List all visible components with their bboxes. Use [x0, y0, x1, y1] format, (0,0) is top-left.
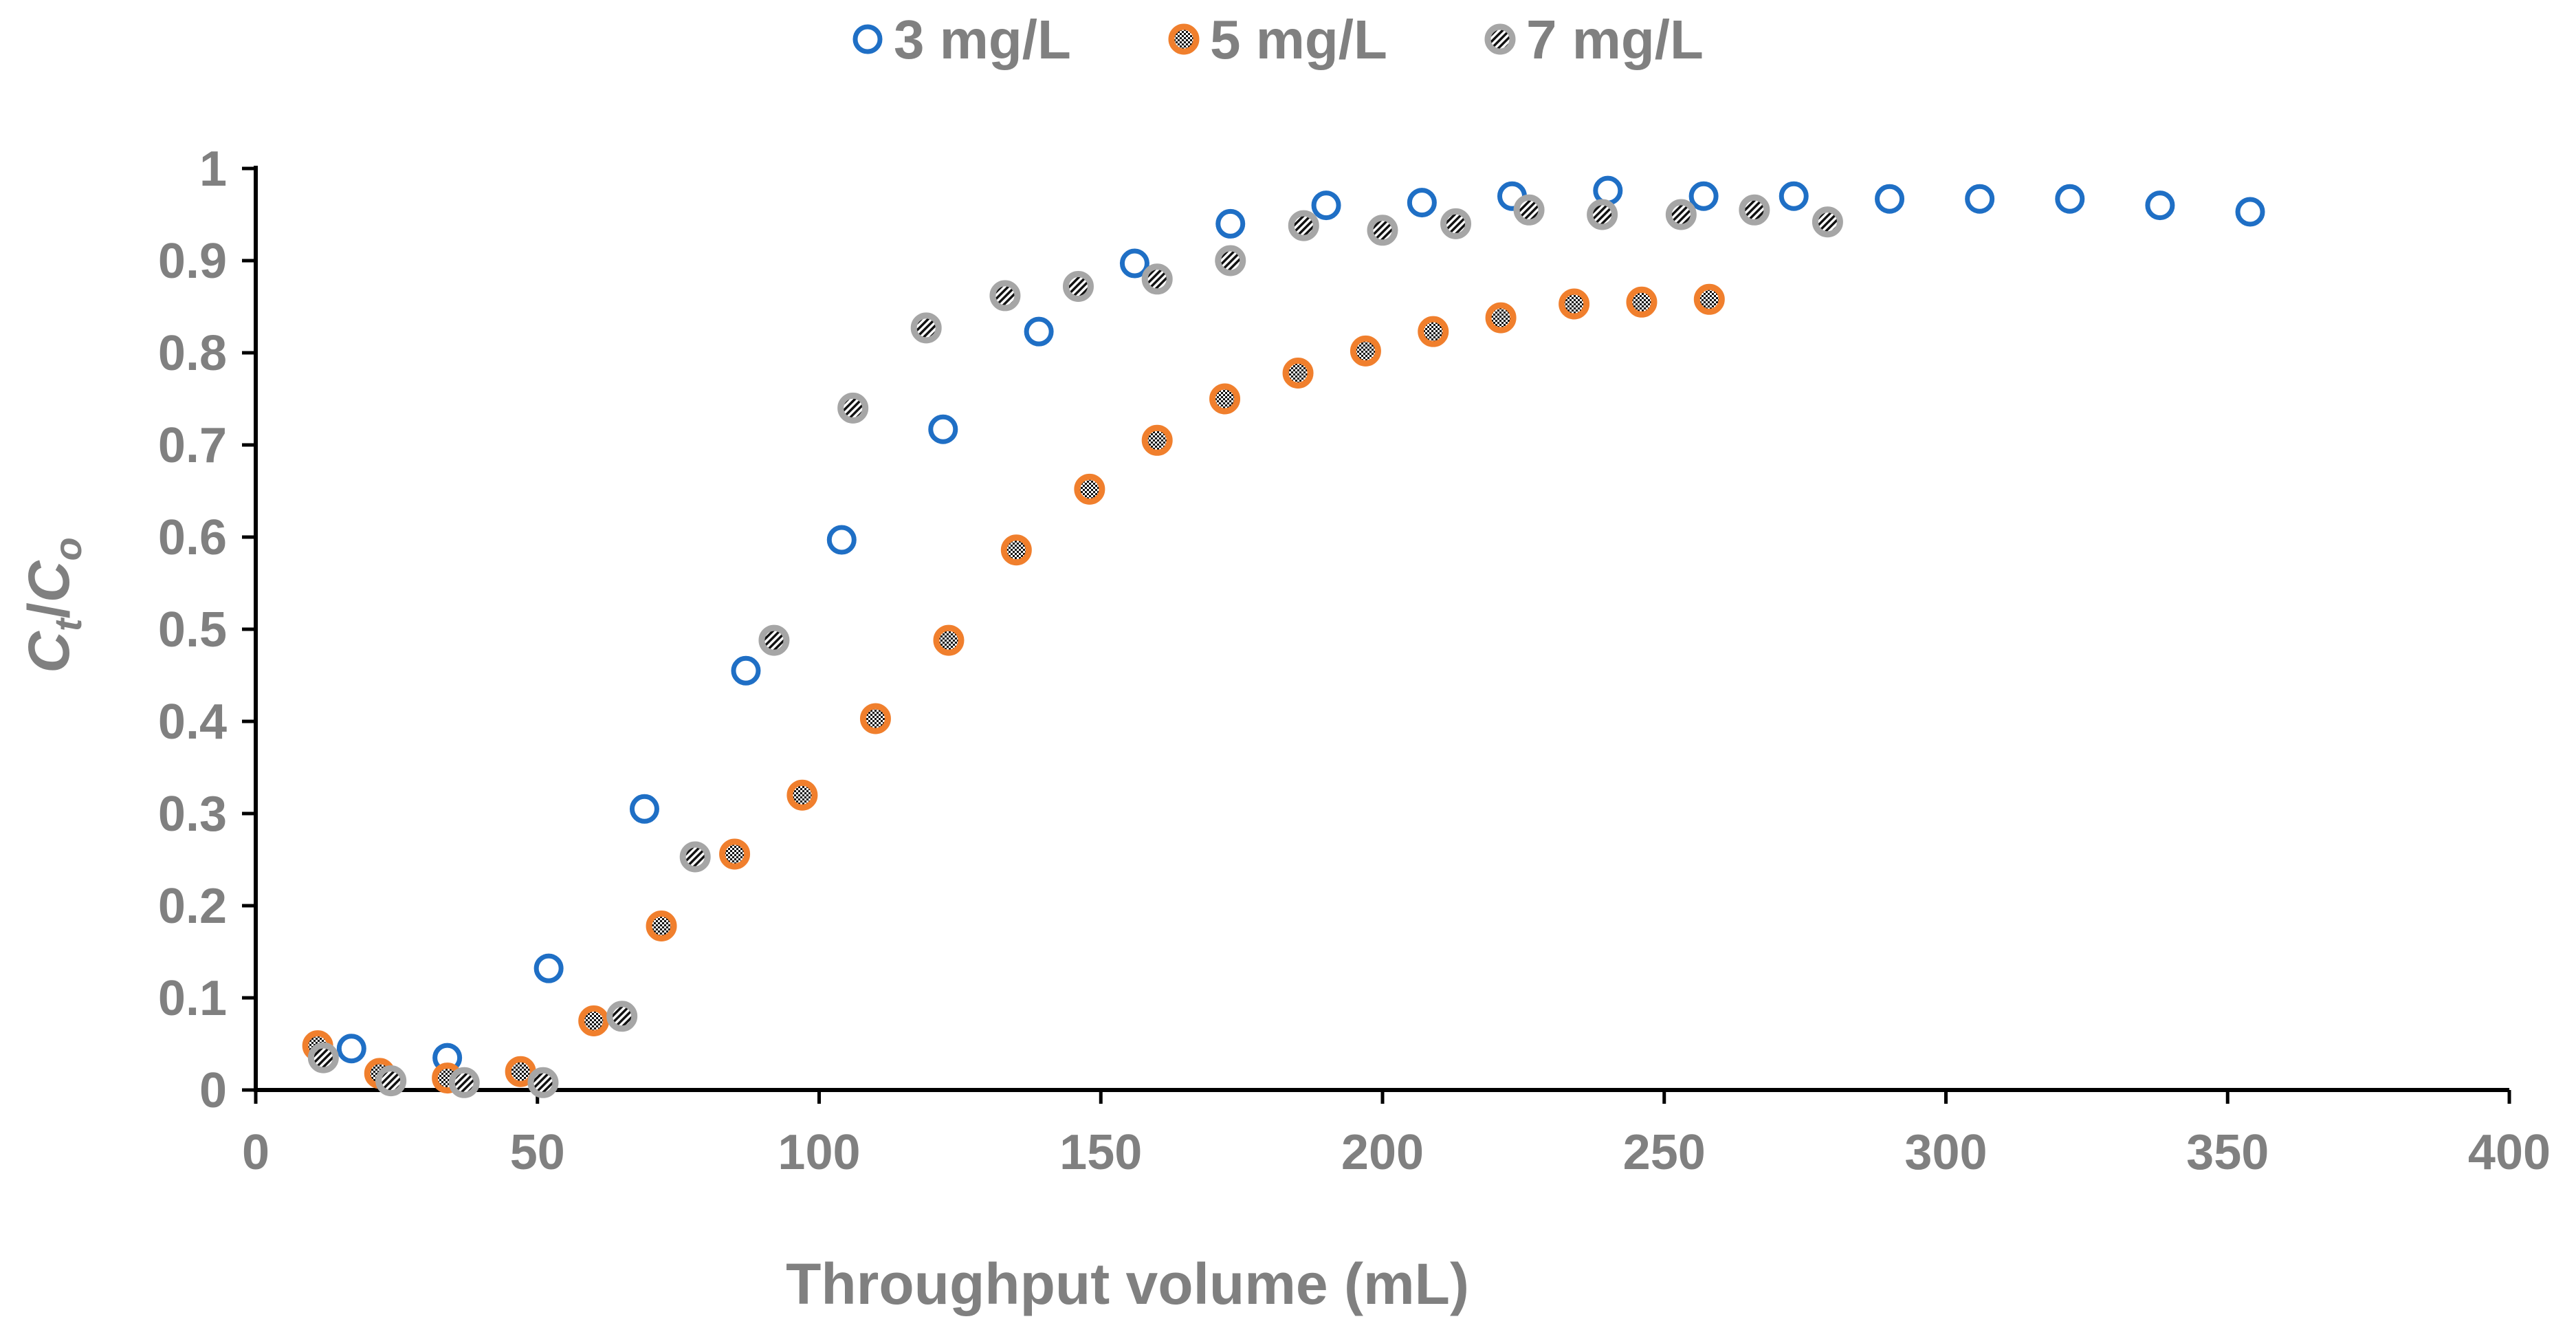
y-axis-ticks: 0 0.1 0.2 0.3 0.4 0.5 0.6 0.7 0.8 0.9 1 — [158, 142, 256, 1118]
x-tick-label: 0 — [242, 1125, 269, 1180]
x-tick-label: 150 — [1059, 1125, 1142, 1180]
data-point — [1693, 283, 1725, 315]
series-3 — [307, 194, 1843, 1098]
data-point — [1593, 175, 1623, 206]
legend-marker — [1168, 23, 1200, 55]
legend-label: 3 mg/L — [894, 9, 1071, 70]
data-point — [578, 1005, 610, 1036]
data-point — [786, 779, 818, 811]
y-tick-label: 0.3 — [158, 787, 227, 842]
data-point — [1485, 302, 1517, 334]
y-tick-label: 0.6 — [158, 510, 227, 565]
data-point — [1350, 335, 1381, 367]
data-point — [307, 1042, 339, 1073]
y-tick-label: 0.8 — [158, 326, 227, 381]
data-point — [533, 953, 564, 983]
data-point — [375, 1065, 407, 1097]
data-point — [606, 1001, 638, 1032]
y-title-c: C — [16, 631, 81, 673]
data-point — [1311, 190, 1341, 221]
x-tick-label: 50 — [510, 1125, 565, 1180]
y-tick-label: 0.5 — [158, 602, 227, 657]
data-point — [1288, 210, 1319, 241]
data-point — [1209, 383, 1241, 415]
y-tick-label: 0.1 — [158, 971, 227, 1026]
data-point — [1626, 286, 1658, 318]
data-point — [1875, 184, 1905, 214]
data-point — [859, 703, 891, 734]
data-point — [2235, 197, 2265, 227]
data-point — [1587, 199, 1618, 230]
x-tick-label: 250 — [1623, 1125, 1706, 1180]
y-tick-label: 0.4 — [158, 695, 227, 750]
data-point — [679, 841, 711, 873]
data-point — [731, 655, 761, 686]
data-point — [1119, 248, 1149, 279]
data-point — [1062, 271, 1094, 303]
data-point — [1215, 208, 1246, 239]
data-point — [1965, 184, 1995, 214]
y-title-c2: C — [16, 560, 81, 602]
x-tick-label: 300 — [1904, 1125, 1987, 1180]
data-point — [1024, 316, 1054, 347]
legend-marker — [1484, 23, 1516, 55]
x-tick-label: 400 — [2468, 1125, 2551, 1180]
legend-marker — [852, 24, 883, 54]
data-point — [933, 624, 965, 656]
data-point — [629, 794, 659, 824]
data-point — [1665, 199, 1697, 230]
data-point — [758, 624, 790, 656]
data-point — [989, 280, 1021, 312]
data-point — [1559, 288, 1590, 320]
x-tick-label: 350 — [2186, 1125, 2269, 1180]
x-tick-label: 100 — [778, 1125, 860, 1180]
data-point — [2145, 190, 2175, 221]
data-point — [448, 1067, 480, 1098]
legend-label: 5 mg/L — [1210, 9, 1387, 70]
data-point — [527, 1067, 559, 1098]
data-point — [1440, 208, 1472, 239]
series-2 — [302, 283, 1725, 1094]
data-point — [2055, 184, 2085, 214]
y-tick-label: 0.9 — [158, 234, 227, 289]
data-point — [1513, 194, 1545, 226]
x-axis-title: Throughput volume (mL) — [786, 1252, 1469, 1316]
y-title-sub-o: o — [46, 537, 89, 560]
axes — [254, 166, 2509, 1092]
data-point — [1000, 534, 1032, 566]
data-point — [1779, 181, 1809, 211]
y-tick-label: 0.2 — [158, 879, 227, 934]
data-point — [1407, 188, 1437, 218]
data-point — [1418, 316, 1449, 347]
x-tick-label: 200 — [1341, 1125, 1424, 1180]
data-point — [1739, 194, 1770, 226]
data-point — [1074, 473, 1105, 505]
data-point — [1812, 206, 1843, 238]
y-title-slash: / — [16, 602, 81, 618]
data-point — [1141, 424, 1173, 456]
legend-label: 7 mg/L — [1526, 9, 1704, 70]
legend: 3 mg/L 5 mg/L 7 mg/L — [852, 9, 1704, 70]
data-point — [336, 1034, 366, 1064]
plot-points — [302, 175, 2265, 1098]
y-axis-title: Ct/Co — [16, 537, 89, 673]
x-axis-ticks: 0 50 100 150 200 250 300 350 400 — [242, 1090, 2551, 1180]
data-point — [1688, 181, 1719, 211]
data-point — [646, 910, 677, 941]
data-point — [826, 525, 857, 555]
series-1 — [336, 175, 2265, 1073]
y-tick-label: 0.7 — [158, 418, 227, 473]
y-title-sub-t: t — [46, 617, 89, 631]
data-point — [928, 414, 958, 444]
data-point — [719, 838, 751, 870]
y-tick-label: 0 — [199, 1063, 227, 1118]
y-tick-label: 1 — [199, 142, 227, 197]
data-point — [910, 312, 942, 344]
data-point — [837, 392, 869, 424]
data-point — [1367, 215, 1398, 246]
data-point — [1215, 245, 1246, 276]
data-point — [1282, 357, 1314, 389]
data-point — [1141, 263, 1173, 295]
